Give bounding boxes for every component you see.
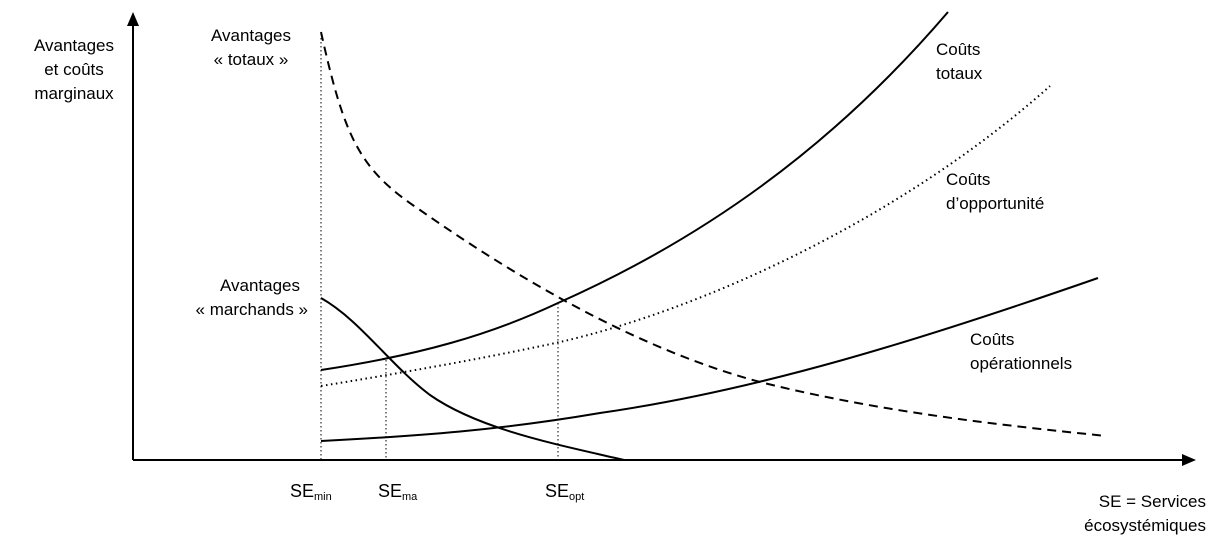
avantages-marchands-label-line-1: Avantages [219, 276, 300, 295]
avantages-marchands-label-line-2: « marchands » [195, 300, 308, 319]
se-min-base: SE [290, 481, 315, 501]
couts-totaux-curve [320, 11, 949, 371]
x-axis-label-line-1: SE = Services [1098, 492, 1206, 511]
y-axis-label-line-2: et coûts [44, 60, 104, 79]
x-axis-label-line-2: écosystémiques [1084, 516, 1206, 535]
couts-operationnels-label-line-2: opérationnels [970, 354, 1073, 373]
se-min-sub: min [314, 491, 332, 503]
couts-operationnels-label-line-1: Coûts [970, 330, 1015, 349]
couts-totaux-label-line-2: totaux [936, 64, 983, 83]
couts-opportunite-label: Coûts d’opportunité [946, 168, 1044, 216]
avantages-totaux-label-line-1: Avantages [210, 26, 292, 45]
y-axis-label-line-1: Avantages [33, 36, 115, 55]
couts-opportunite-label-line-1: Coûts [946, 170, 991, 189]
couts-opportunite-curve [320, 85, 1051, 387]
se-ma-sub: ma [402, 491, 418, 503]
y-axis-label-line-3: marginaux [34, 84, 114, 103]
y-axis-arrow [127, 12, 139, 26]
y-axis-label: Avantages et coûts marginaux [4, 34, 144, 106]
couts-operationnels-label: Coûts opérationnels [970, 328, 1072, 376]
se-ma-base: SE [378, 481, 403, 501]
x-axis-label: SE = Services écosystémiques [1084, 490, 1206, 538]
avantages-totaux-curve [320, 31, 1107, 437]
avantages-marchands-label: Avantages « marchands » [150, 274, 308, 322]
avantages-totaux-label-line-2: « totaux » [213, 50, 289, 69]
se-min-marker: SEmin [290, 480, 332, 508]
x-axis-arrow [1182, 454, 1196, 466]
couts-totaux-label: Coûts totaux [936, 38, 982, 86]
se-opt-marker: SEopt [545, 480, 584, 508]
avantages-totaux-label: Avantages « totaux » [186, 24, 316, 72]
se-opt-sub: opt [569, 491, 585, 503]
couts-totaux-label-line-1: Coûts [936, 40, 981, 59]
couts-opportunite-label-line-2: d’opportunité [946, 194, 1045, 213]
se-opt-base: SE [545, 481, 570, 501]
se-ma-marker: SEma [378, 480, 417, 508]
couts-operationnels-curve [320, 277, 1099, 442]
avantages-marchands-curve [320, 297, 625, 461]
